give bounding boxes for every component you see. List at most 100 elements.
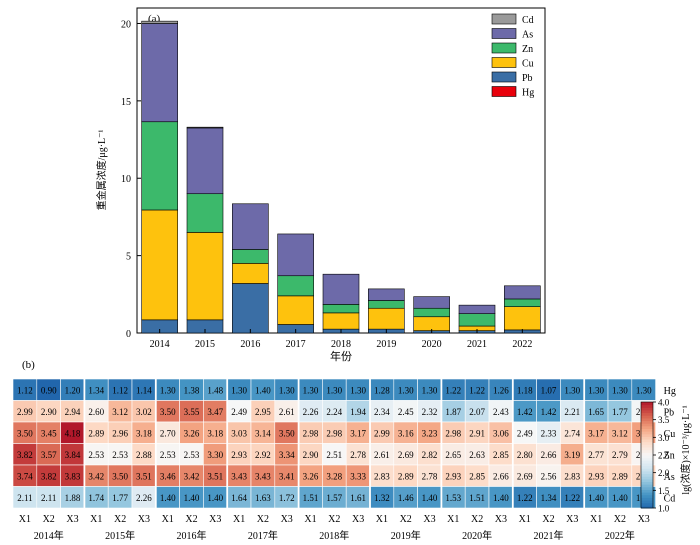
x-tick-label: 2020 bbox=[422, 339, 442, 350]
row-label: Cd bbox=[664, 493, 676, 504]
heatmap-cell-value: 2.78 bbox=[350, 450, 366, 460]
row-label: Hg bbox=[664, 386, 676, 397]
colorbar-tick-label: 3.5 bbox=[658, 415, 670, 425]
heatmap-cells: 1.12 0.90 1.20 1.34 1.12 1.14 1.30 1.38 1.48 1.30… bbox=[12, 378, 656, 509]
x-axis: 2014 2015 2016 2017 2018 2019 2020 2021 2022 bbox=[150, 329, 532, 350]
heatmap-cell-value: 2.69 bbox=[517, 471, 533, 481]
heatmap-cell-value: 3.34 bbox=[279, 450, 295, 460]
colorbar-tick-label: 2.5 bbox=[658, 451, 670, 461]
heatmap-cell-value: 2.77 bbox=[588, 450, 604, 460]
x-tick-label: 2014 bbox=[150, 339, 170, 350]
heatmap-cell-value: 1.07 bbox=[541, 385, 557, 395]
y-tick-label: 20 bbox=[121, 19, 131, 30]
bar-segment-zn bbox=[368, 300, 405, 309]
colorbar-tick-label: 1.0 bbox=[658, 504, 670, 514]
colorbar-segment bbox=[641, 476, 653, 480]
heatmap-cell-value: 2.11 bbox=[41, 493, 56, 503]
heatmap-cell-value: 2.61 bbox=[374, 450, 390, 460]
heatmap-cell-value: 2.49 bbox=[517, 428, 533, 438]
heatmap-cell-value: 1.53 bbox=[445, 493, 461, 503]
heatmap-cell-value: 4.18 bbox=[65, 428, 81, 438]
colorbar-segment bbox=[641, 492, 653, 496]
year-label: 2021年 bbox=[534, 529, 564, 542]
site-label: X2 bbox=[43, 514, 55, 525]
heatmap-cell-value: 3.55 bbox=[184, 407, 200, 417]
bar-segment-zn bbox=[413, 307, 450, 318]
heatmap-cell-value: 2.53 bbox=[184, 450, 200, 460]
colorbar-segment bbox=[641, 457, 653, 461]
heatmap-cell-value: 2.90 bbox=[303, 450, 319, 460]
heatmap-cell-value: 2.96 bbox=[112, 428, 128, 438]
colorbar-segment bbox=[641, 455, 653, 459]
bar-segment-cu bbox=[504, 306, 541, 331]
bar-segment-as bbox=[141, 23, 178, 123]
heatmap-cell-value: 1.40 bbox=[588, 493, 604, 503]
heatmap-cell-value: 2.11 bbox=[17, 493, 32, 503]
bar-segment-zn bbox=[232, 249, 269, 264]
site-label: X1 bbox=[233, 514, 245, 525]
bar-segment-as bbox=[277, 233, 314, 277]
bar-segment-as bbox=[322, 273, 360, 305]
heatmap-cell-value: 2.98 bbox=[303, 428, 319, 438]
heatmap-cell-value: 1.30 bbox=[350, 385, 366, 395]
heatmap-cell-value: 3.16 bbox=[398, 428, 414, 438]
heatmap-cell-value: 1.30 bbox=[398, 385, 414, 395]
heatmap-cell-value: 2.53 bbox=[160, 450, 176, 460]
heatmap-cell-value: 2.70 bbox=[160, 428, 176, 438]
heatmap-cell-value: 1.30 bbox=[636, 385, 652, 395]
heatmap-cell-value: 1.20 bbox=[65, 385, 81, 395]
heatmap-cell-value: 3.50 bbox=[279, 428, 295, 438]
legend-label: Hg bbox=[522, 88, 534, 99]
heatmap-cell-value: 1.22 bbox=[469, 385, 485, 395]
site-label: X3 bbox=[209, 514, 221, 525]
bar-segment-cu bbox=[368, 307, 405, 330]
y-tick-label: 0 bbox=[126, 329, 131, 340]
heatmap-cell-value: 3.12 bbox=[612, 428, 628, 438]
y-tick-label: 15 bbox=[121, 97, 131, 108]
site-label: X2 bbox=[114, 514, 126, 525]
year-label: 2019年 bbox=[391, 529, 421, 542]
heatmap-cell-value: 2.82 bbox=[422, 450, 438, 460]
site-label: X2 bbox=[185, 514, 197, 525]
heatmap-cell-value: 2.92 bbox=[255, 450, 271, 460]
bar-segment-pb bbox=[232, 283, 269, 334]
colorbar-segment bbox=[641, 439, 653, 443]
heatmap-cell-value: 2.94 bbox=[65, 407, 81, 417]
x-tick-label: 2022 bbox=[512, 339, 532, 350]
site-label: X3 bbox=[495, 514, 507, 525]
colorbar-tick-label: 3.0 bbox=[658, 433, 670, 443]
heatmap-cell-value: 2.85 bbox=[469, 471, 485, 481]
heatmap-cell-value: 1.30 bbox=[160, 385, 176, 395]
heatmap-cell-value: 1.48 bbox=[207, 385, 223, 395]
bar-segment-as bbox=[186, 127, 224, 195]
colorbar: 1.0 1.5 2.0 2.5 3.0 3.5 4.0 bbox=[640, 398, 670, 514]
heatmap-cell-value: 1.14 bbox=[136, 385, 152, 395]
year-label: 2018年 bbox=[319, 529, 349, 542]
heatmap-cell-value: 1.40 bbox=[255, 385, 271, 395]
bar-segment-as bbox=[504, 285, 541, 300]
heatmap-cell-value: 3.43 bbox=[231, 471, 247, 481]
heatmap-cell-value: 1.12 bbox=[112, 385, 128, 395]
colorbar-segment bbox=[641, 462, 653, 467]
bar-segment-cu bbox=[413, 316, 450, 331]
heatmap-cell-value: 1.18 bbox=[517, 385, 533, 395]
y-tick-label: 10 bbox=[121, 174, 131, 185]
bar-segment-cu bbox=[186, 232, 224, 321]
heatmap-cell-value: 3.26 bbox=[184, 428, 200, 438]
heatmap-cell-value: 3.57 bbox=[41, 450, 57, 460]
x-tick-label: 2016 bbox=[240, 339, 260, 350]
colorbar-segment bbox=[641, 489, 653, 493]
heatmap-cell-value: 3.50 bbox=[112, 471, 128, 481]
site-label: X1 bbox=[376, 514, 388, 525]
year-label: 2020年 bbox=[462, 529, 492, 542]
heatmap-cell-value: 2.60 bbox=[88, 407, 104, 417]
heatmap-cell-value: 2.61 bbox=[279, 407, 295, 417]
site-label: X3 bbox=[352, 514, 364, 525]
heatmap-cell-value: 3.82 bbox=[17, 450, 33, 460]
heatmap-cell-value: 2.53 bbox=[112, 450, 128, 460]
heatmap-cell-value: 2.78 bbox=[422, 471, 438, 481]
colorbar-segment bbox=[641, 436, 653, 440]
heatmap-cell-value: 1.40 bbox=[493, 493, 509, 503]
legend-swatch-zn bbox=[491, 42, 517, 54]
